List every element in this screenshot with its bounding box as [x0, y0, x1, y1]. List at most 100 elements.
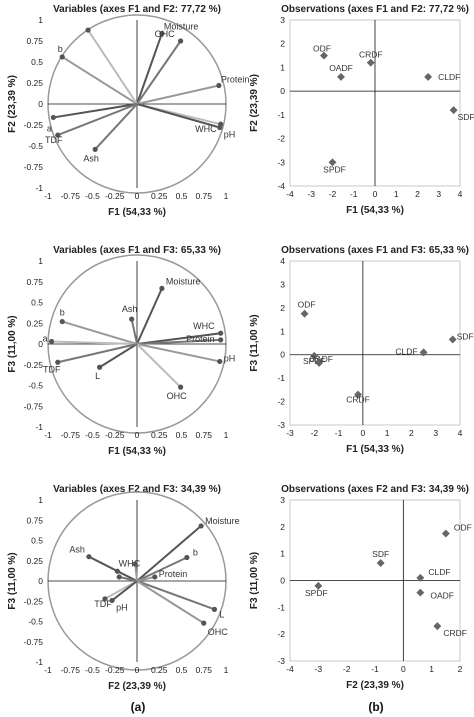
chart-panel-3: Variables (axes F1 and F3: 65,33 %) -1 -0.…	[7, 245, 235, 457]
y-tick-label: 1	[280, 62, 285, 72]
x-tick-label: -1	[44, 665, 52, 675]
observation-point	[424, 72, 433, 81]
x-tick-label: -4	[286, 664, 294, 674]
variable-point	[159, 285, 165, 291]
variable-point	[97, 364, 103, 370]
x-axis-title: F2 (23,39 %)	[108, 681, 166, 692]
y-axis-title: F3 (11,00 %)	[249, 552, 260, 609]
x-tick-label: 1	[224, 665, 229, 675]
variable-vector	[136, 40, 182, 105]
chart-title: Observations (axes F1 and F3: 65,33 %)	[281, 245, 469, 256]
point-label: CLDF	[395, 346, 417, 356]
point-label: ODF	[298, 300, 316, 310]
chart-title: Observations (axes F1 and F2: 77,72 %)	[281, 4, 469, 15]
chart-panel-1: Variables (axes F1 and F2: 77,72 %) -1 -0.…	[7, 4, 249, 218]
variable-vector	[136, 287, 163, 345]
y-tick-label: -1	[277, 602, 285, 612]
variable-point	[59, 54, 65, 60]
variable-point	[55, 132, 61, 138]
x-tick-label: 3	[436, 189, 441, 199]
y-tick-label: -0.25	[24, 596, 44, 606]
x-tick-label: 3	[433, 428, 438, 438]
x-tick-label: 0.75	[195, 665, 212, 675]
x-tick-label: 1	[224, 191, 229, 201]
variable-vector	[136, 580, 215, 611]
y-tick-label: 0	[280, 576, 285, 586]
y-tick-label: 2	[280, 39, 285, 49]
x-tick-label: -0.5	[85, 665, 100, 675]
x-tick-label: -3	[286, 428, 294, 438]
variable-point	[116, 574, 122, 580]
observation-point	[354, 390, 362, 399]
variable-point	[132, 561, 138, 567]
y-tick-label: 3	[280, 495, 285, 505]
point-label: Moisture	[205, 516, 240, 526]
variable-point	[217, 124, 223, 131]
chart-title: Variables (axes F1 and F3: 65,33 %)	[53, 245, 221, 256]
y-axis-title: F2 (23,39 %)	[7, 75, 18, 133]
point-label: TDF	[45, 135, 63, 145]
variable-vector	[136, 575, 156, 582]
point-label: SDF	[457, 331, 474, 341]
point-label: Moisture	[166, 276, 201, 286]
observation-point	[419, 348, 428, 357]
variable-vector	[134, 563, 138, 582]
variable-point	[216, 82, 222, 89]
variable-vector	[57, 103, 138, 137]
point-label: OHC	[155, 29, 176, 39]
x-tick-label: 1	[394, 189, 399, 199]
y-tick-label: -1	[35, 657, 43, 667]
y-tick-label: 0.75	[26, 277, 43, 287]
observation-point	[310, 351, 319, 360]
x-tick-label: 1	[429, 664, 434, 674]
variable-point	[109, 597, 115, 604]
point-label: Ash	[69, 545, 85, 555]
y-tick-label: -0.75	[24, 401, 44, 411]
observation-point	[433, 622, 442, 631]
chart-title: Observations (axes F2 and F3: 34,39 %)	[281, 484, 469, 495]
variable-vector	[136, 580, 205, 624]
x-tick-label: 4	[458, 428, 463, 438]
y-tick-label: -2	[277, 629, 285, 639]
x-tick-label: -3	[315, 664, 323, 674]
variable-vector	[57, 343, 138, 364]
point-label: WHC	[195, 124, 217, 134]
y-tick-label: 0.25	[26, 78, 43, 88]
x-tick-label: 2	[458, 664, 463, 674]
variable-point	[178, 38, 184, 44]
variable-point	[218, 337, 224, 343]
x-tick-label: -2	[329, 189, 337, 199]
variable-vector	[51, 340, 138, 345]
point-label: TDF	[43, 364, 61, 374]
variable-point	[198, 523, 204, 529]
y-axis-title: F3 (11,00 %)	[249, 314, 260, 371]
y-tick-label: -1	[35, 183, 43, 193]
y-tick-label: 0.5	[31, 536, 43, 546]
y-tick-label: 1	[280, 549, 285, 559]
x-tick-label: -0.5	[85, 191, 100, 201]
point-label: b	[60, 308, 65, 318]
variable-point	[211, 606, 218, 612]
observation-point	[315, 358, 324, 367]
y-tick-label: 0	[38, 339, 43, 349]
point-label: OHC	[208, 627, 229, 637]
y-tick-label: -2	[277, 134, 285, 144]
x-tick-label: 2	[415, 189, 420, 199]
y-tick-label: -0.25	[24, 120, 44, 130]
x-axis-title: F2 (23,39 %)	[346, 680, 404, 691]
caption-b: (b)	[368, 700, 383, 714]
point-label: SDF	[458, 112, 474, 122]
y-tick-label: 1	[38, 495, 43, 505]
point-label: b	[58, 44, 63, 54]
y-tick-label: -0.5	[28, 141, 43, 151]
y-tick-label: 2	[280, 303, 285, 313]
point-label: Protein	[221, 75, 250, 85]
x-tick-label: 0.75	[195, 191, 212, 201]
y-tick-label: 1	[280, 326, 285, 336]
point-label: WHC	[193, 321, 215, 331]
x-tick-label: -2	[343, 664, 351, 674]
variable-vector	[136, 103, 221, 129]
observation-point	[441, 529, 450, 538]
variable-vector	[136, 343, 182, 388]
observation-point	[416, 588, 425, 597]
